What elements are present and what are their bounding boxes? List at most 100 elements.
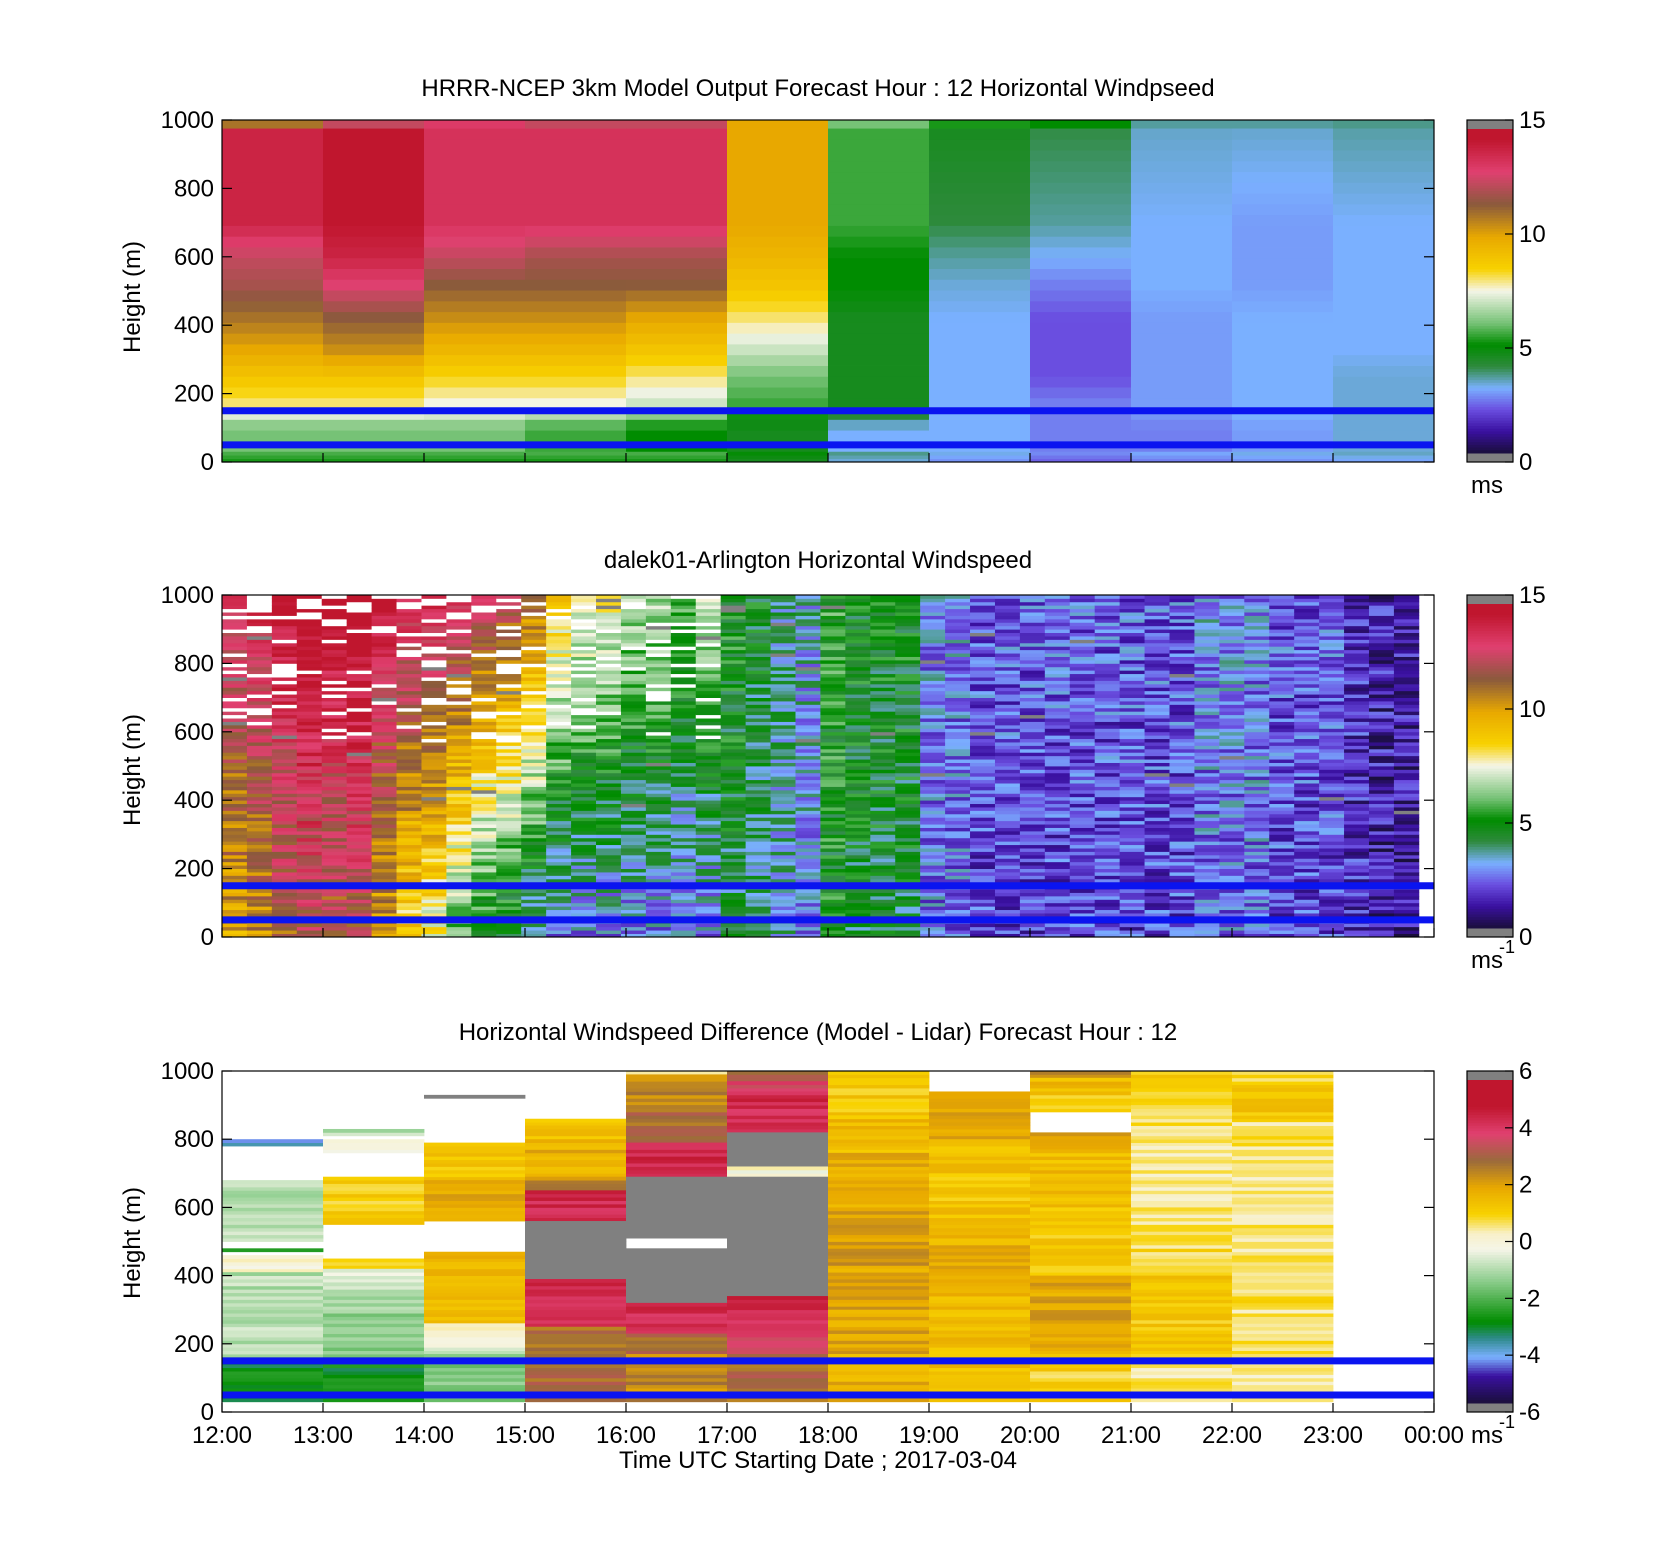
heatmap-cell xyxy=(1194,748,1220,753)
heatmap-cell xyxy=(424,430,526,442)
heatmap-cell xyxy=(1019,923,1046,928)
heatmap-cell xyxy=(1119,666,1145,671)
heatmap-cell xyxy=(1044,902,1071,907)
heatmap-cell xyxy=(271,769,298,774)
heatmap-cell xyxy=(1194,837,1220,842)
heatmap-cell xyxy=(521,646,547,651)
heatmap-cell xyxy=(1269,687,1295,692)
heatmap-cell xyxy=(645,683,672,688)
heatmap-cell xyxy=(870,786,896,791)
heatmap-cell xyxy=(745,605,771,610)
heatmap-cell xyxy=(670,714,697,719)
heatmap-cell xyxy=(296,659,323,664)
heatmap-cell xyxy=(246,854,273,859)
heatmap-cell xyxy=(626,290,728,302)
heatmap-cell xyxy=(471,663,497,668)
heatmap-cell xyxy=(446,841,472,846)
heatmap-cell xyxy=(1144,844,1170,849)
heatmap-cell xyxy=(820,649,846,654)
heatmap-cell xyxy=(828,311,930,323)
heatmap-cell xyxy=(421,762,447,767)
heatmap-cell xyxy=(496,848,522,852)
heatmap-cell xyxy=(346,803,372,808)
heatmap-cell xyxy=(695,622,722,627)
heatmap-cell xyxy=(994,670,1021,675)
heatmap-cell xyxy=(895,899,921,904)
heatmap-cell xyxy=(645,766,672,770)
heatmap-cell xyxy=(845,923,871,928)
heatmap-cell xyxy=(720,649,747,654)
heatmap-cell xyxy=(994,878,1021,883)
heatmap-cell xyxy=(596,779,622,784)
heatmap-cell xyxy=(421,615,447,620)
heatmap-cell xyxy=(727,397,829,410)
heatmap-cell xyxy=(970,605,996,610)
heatmap-cell xyxy=(645,803,672,808)
heatmap-cell xyxy=(620,694,647,698)
heatmap-cell xyxy=(626,182,728,194)
heatmap-cell xyxy=(521,834,547,839)
heatmap-cell xyxy=(346,793,372,798)
heatmap-cell xyxy=(596,766,622,770)
heatmap-cell xyxy=(1294,721,1320,726)
colorbar-swatch xyxy=(1467,353,1513,357)
heatmap-cell xyxy=(546,854,572,859)
heatmap-cell xyxy=(1094,673,1121,678)
heatmap-cell xyxy=(745,783,771,787)
heatmap-cell xyxy=(321,704,348,709)
heatmap-cell xyxy=(321,697,348,702)
heatmap-cell xyxy=(546,858,572,863)
heatmap-cell xyxy=(346,762,372,767)
heatmap-cell xyxy=(222,598,248,603)
heatmap-cell xyxy=(1244,663,1270,668)
heatmap-cell xyxy=(1044,711,1071,716)
heatmap-cell xyxy=(695,735,722,740)
heatmap-cell xyxy=(1232,290,1334,302)
heatmap-cell xyxy=(695,615,722,620)
heatmap-cell xyxy=(1144,851,1170,856)
heatmap-cell xyxy=(845,807,871,811)
heatmap-cell xyxy=(424,322,526,334)
heatmap-cell xyxy=(1269,759,1295,763)
heatmap-cell xyxy=(1169,735,1195,740)
heatmap-cell xyxy=(471,892,497,897)
heatmap-cell xyxy=(920,807,946,811)
heatmap-cell xyxy=(670,745,697,750)
heatmap-cell xyxy=(446,721,472,726)
heatmap-cell xyxy=(396,738,422,743)
heatmap-cell xyxy=(525,214,627,226)
heatmap-cell xyxy=(323,408,425,420)
heatmap-cell xyxy=(521,598,547,603)
heatmap-cell xyxy=(521,642,547,647)
heatmap-cell xyxy=(571,636,597,640)
heatmap-cell xyxy=(1294,813,1320,818)
heatmap-cell xyxy=(745,666,771,671)
heatmap-cell xyxy=(246,793,273,798)
heatmap-cell xyxy=(845,653,871,657)
heatmap-cell xyxy=(496,872,522,876)
heatmap-cell xyxy=(1131,290,1233,302)
heatmap-cell xyxy=(727,203,829,216)
heatmap-cell xyxy=(620,899,647,904)
heatmap-cell xyxy=(870,738,896,743)
heatmap-cell xyxy=(471,834,497,839)
heatmap-cell xyxy=(1119,656,1145,661)
heatmap-cell xyxy=(1119,728,1145,733)
heatmap-cell xyxy=(870,909,896,914)
heatmap-cell xyxy=(1044,735,1071,740)
heatmap-cell xyxy=(820,800,846,805)
heatmap-cell xyxy=(296,632,323,637)
heatmap-cell xyxy=(1169,817,1195,822)
heatmap-cell xyxy=(596,642,622,647)
heatmap-cell xyxy=(670,670,697,675)
heatmap-cell xyxy=(1030,397,1132,410)
heatmap-cell xyxy=(745,707,771,712)
heatmap-cell xyxy=(845,796,871,801)
heatmap-cell xyxy=(970,752,996,757)
heatmap-cell xyxy=(1019,807,1046,811)
heatmap-cell xyxy=(1144,735,1170,740)
heatmap-cell xyxy=(1269,926,1295,931)
heatmap-cell xyxy=(895,608,921,613)
heatmap-cell xyxy=(845,851,871,856)
heatmap-cell xyxy=(1194,926,1220,931)
